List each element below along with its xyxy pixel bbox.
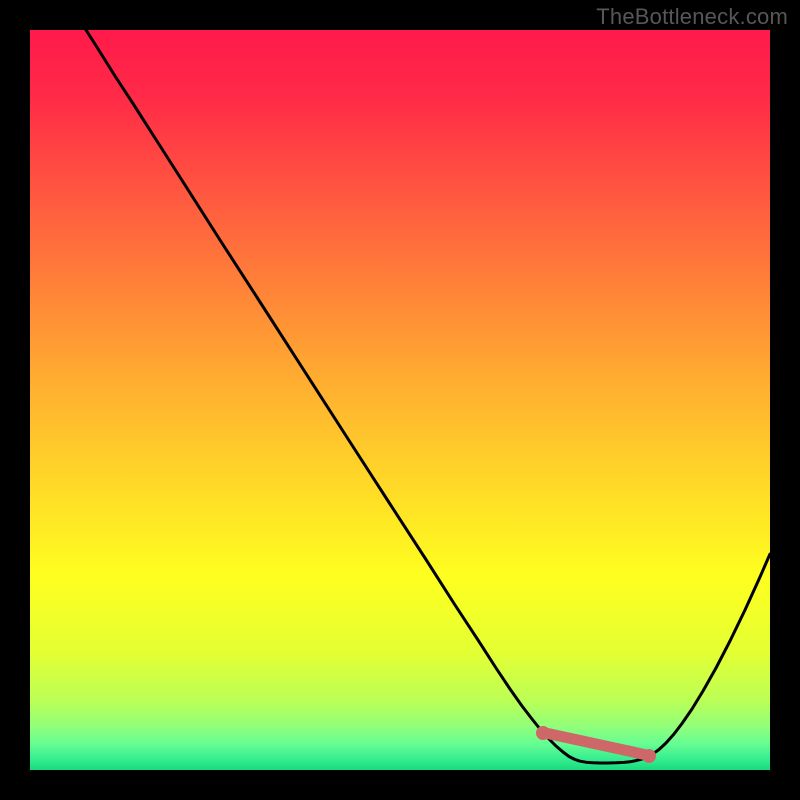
chart-frame: TheBottleneck.com — [0, 0, 800, 800]
optimal-range-end-cap — [642, 749, 656, 763]
watermark-text: TheBottleneck.com — [596, 4, 788, 30]
optimal-range-start-cap — [536, 726, 550, 740]
bottleneck-curve — [30, 30, 770, 770]
plot-area — [30, 30, 770, 770]
